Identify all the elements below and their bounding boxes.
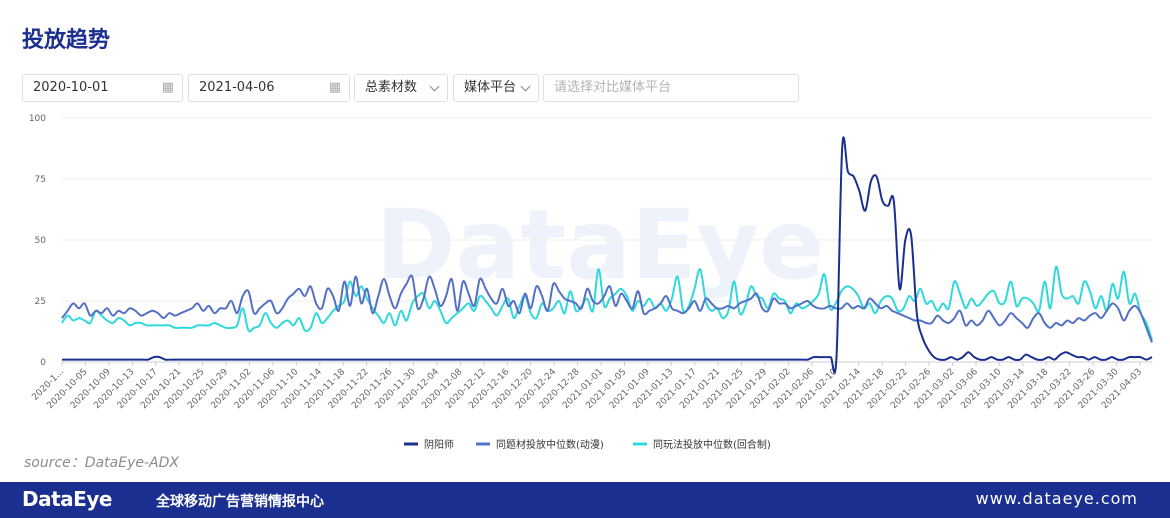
page-title: 投放趋势	[22, 28, 111, 53]
trend-chart: DataEye02550751002020-1...2020-10-052020…	[29, 114, 1153, 451]
y-tick-label: 25	[35, 297, 46, 307]
footer-slogan: 全球移动广告营销情报中心	[156, 494, 324, 510]
compare-platform-placeholder: 请选择对比媒体平台	[554, 80, 672, 95]
watermark-logo: DataEye	[376, 189, 824, 301]
series-line-2	[61, 265, 1153, 341]
dataeye-logo: DataEye	[22, 487, 112, 511]
legend-label-0: 阴阳师	[424, 438, 454, 451]
start-date-value: 2020-10-01	[33, 80, 109, 95]
material-select-value: 总素材数	[365, 80, 418, 95]
y-tick-label: 75	[35, 175, 46, 185]
calendar-icon: ▦	[161, 80, 174, 95]
compare-platform-select[interactable]: 请选择对比媒体平台	[543, 74, 799, 102]
material-select[interactable]: 总素材数	[354, 74, 448, 102]
footer-url[interactable]: www.dataeye.com	[975, 489, 1138, 508]
chevron-down-icon	[520, 81, 531, 92]
end-date-value: 2021-04-06	[199, 80, 275, 95]
legend-label-1: 同题材投放中位数(动漫)	[496, 438, 604, 451]
legend-label-2: 同玩法投放中位数(回合制)	[653, 438, 771, 451]
footer-bar: DataEye 全球移动广告营销情报中心 www.dataeye.com	[0, 482, 1170, 518]
platform-select-value: 媒体平台	[464, 80, 517, 95]
series-line-0	[62, 136, 1153, 374]
source-label: source：DataEye-ADX	[24, 455, 179, 471]
start-date-picker[interactable]: 2020-10-01 ▦	[22, 74, 183, 102]
end-date-picker[interactable]: 2021-04-06 ▦	[188, 74, 350, 102]
y-tick-label: 0	[40, 358, 46, 368]
series-line-1	[61, 274, 1153, 343]
chevron-down-icon	[429, 81, 440, 92]
calendar-icon: ▦	[328, 80, 341, 95]
y-tick-label: 50	[35, 236, 47, 246]
y-tick-label: 100	[29, 114, 46, 124]
platform-select[interactable]: 媒体平台	[453, 74, 539, 102]
